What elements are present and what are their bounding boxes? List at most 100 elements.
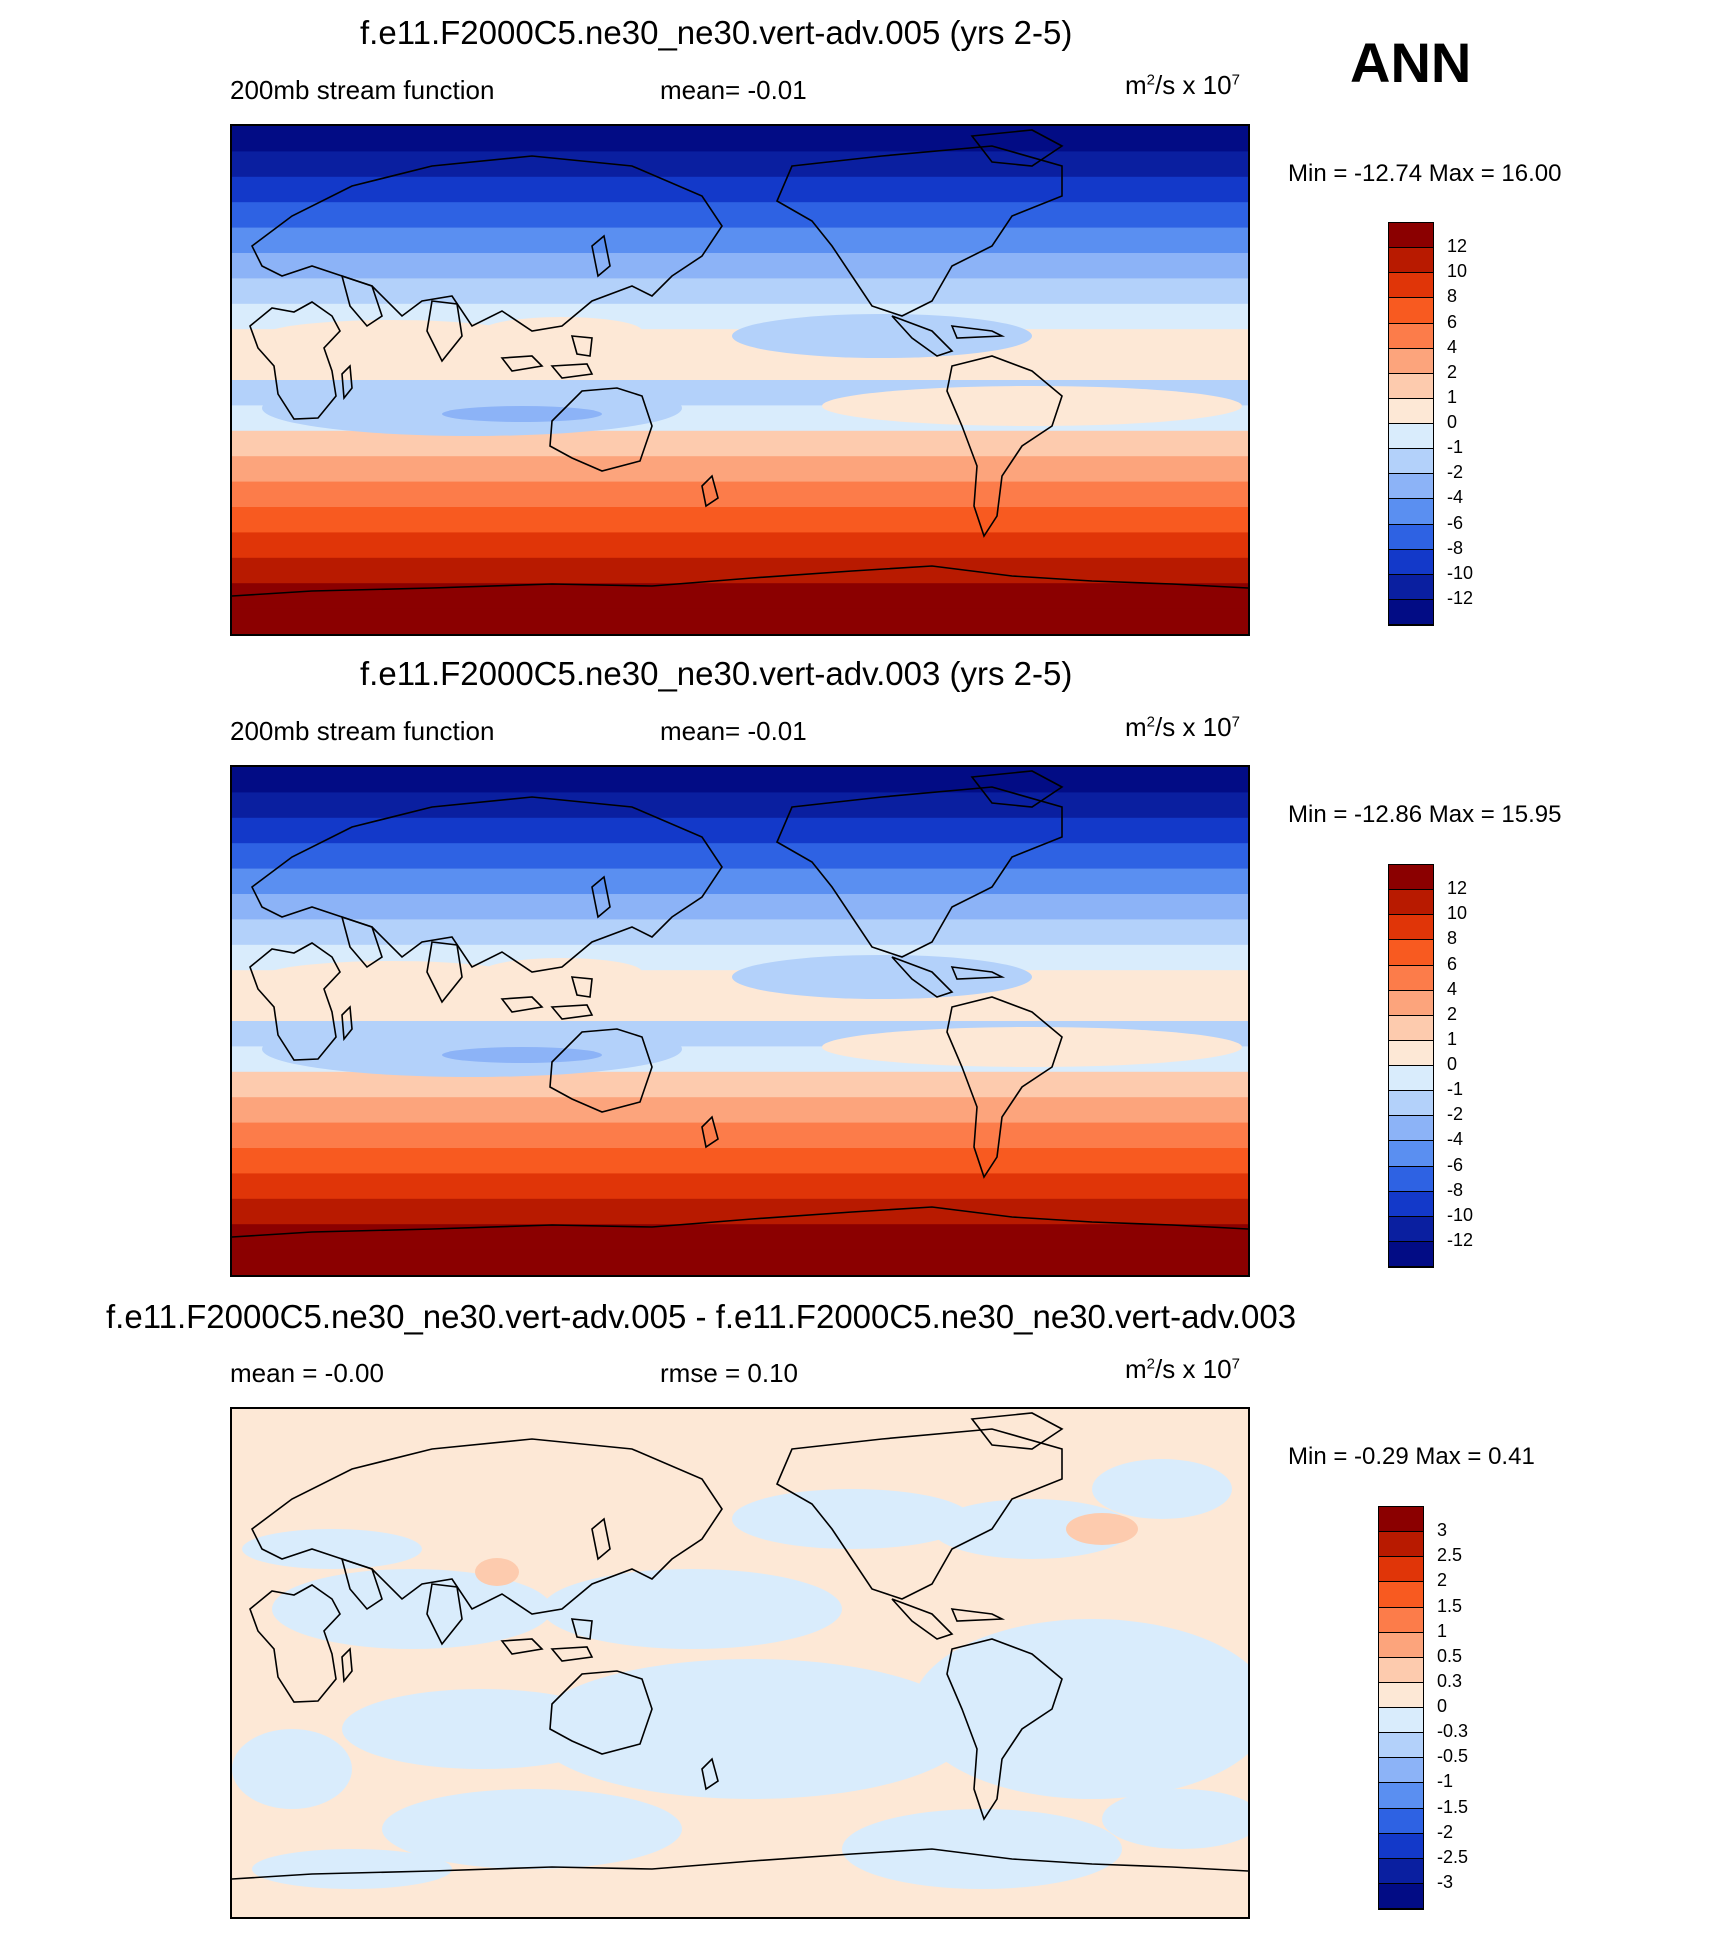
contour-band	[232, 126, 1248, 152]
colorbar-swatch	[1389, 323, 1433, 349]
colorbar-tick-label: 8	[1447, 286, 1458, 307]
coastline	[549, 387, 653, 472]
contour-blob	[252, 1849, 452, 1889]
contour-blob	[232, 1729, 352, 1809]
coastline	[570, 335, 593, 357]
coastlines	[232, 1412, 1248, 1880]
colorbar-tick-label: 1	[1447, 386, 1458, 407]
coastline	[950, 1608, 1006, 1622]
contour-blob	[732, 1489, 972, 1549]
colorbar-tick-label: -3	[1437, 1871, 1454, 1892]
coastline	[591, 234, 611, 278]
colorbar-tick-label: -6	[1447, 1154, 1464, 1175]
colorbar-tick-label: -2	[1437, 1821, 1454, 1842]
contour-band	[232, 1198, 1248, 1225]
colorbar-tick-label: 12	[1447, 878, 1468, 899]
panel-1-map	[230, 124, 1250, 636]
colorbar-tick-label: 3	[1437, 1520, 1448, 1541]
colorbar-swatch	[1379, 1607, 1423, 1633]
panel-3-mean-label: mean = -0.00	[230, 1358, 384, 1388]
coastline	[550, 363, 594, 379]
coastline	[946, 355, 1063, 538]
colorbar-tick-label: -10	[1447, 1204, 1474, 1225]
contour-blob	[1066, 1513, 1138, 1545]
contour-band	[232, 608, 1248, 634]
coastline	[549, 1028, 653, 1113]
panel-2-colorbar: 12 10 8 6 4 2 1 0 -1 -2 -4 -6 -8 -10 -12	[1388, 864, 1473, 1268]
colorbar-swatch	[1389, 1091, 1433, 1117]
contour-blob	[262, 961, 522, 993]
contour-band	[232, 456, 1248, 483]
coastline	[950, 966, 1006, 980]
coastline	[426, 941, 463, 1004]
coastline	[701, 1757, 719, 1791]
colorbar-swatch	[1389, 965, 1433, 991]
season-label: ANN	[1350, 31, 1472, 94]
panel-3-map	[230, 1407, 1250, 1919]
contour-features	[262, 314, 1242, 436]
colorbar-swatch	[1389, 574, 1433, 600]
coastline	[775, 1428, 1063, 1600]
coastlines	[232, 129, 1248, 597]
coastline	[341, 1005, 353, 1042]
contour-band	[232, 1071, 1248, 1098]
colorbar-tick-label: -2	[1447, 462, 1464, 483]
colorbar-tick-label: 6	[1447, 953, 1458, 974]
contour-blob	[532, 1659, 972, 1799]
colorbar-tick-label: 0	[1447, 1054, 1458, 1074]
panel-3-rmse-label: rmse = 0.10	[660, 1358, 799, 1388]
coastline	[500, 355, 544, 372]
colorbar-swatch	[1389, 990, 1433, 1016]
panel-1-units: m2/s x 107	[1125, 70, 1240, 100]
colorbar-swatch	[1389, 1015, 1433, 1041]
coastline	[591, 1517, 611, 1561]
panel-3-contour-plot	[232, 1409, 1248, 1917]
contour-band	[232, 868, 1248, 895]
coastline	[550, 1004, 594, 1020]
colorbar-tick-label: -12	[1447, 1229, 1474, 1250]
colorbar-swatch	[1379, 1632, 1423, 1658]
panel-3-units: m2/s x 107	[1125, 1354, 1240, 1384]
colorbar-tick-label: 4	[1447, 978, 1458, 999]
colorbar-swatch	[1389, 474, 1433, 500]
colorbar-tick-label: -1	[1447, 1079, 1464, 1100]
contour-band	[232, 507, 1248, 533]
contour-band	[232, 557, 1248, 584]
coastline	[701, 1115, 719, 1149]
colorbar-swatch	[1379, 1582, 1423, 1608]
panel-1-minmax: Min = -12.74 Max = 16.00	[1288, 160, 1562, 187]
contour-bands	[232, 767, 1248, 1275]
coastline	[701, 474, 719, 508]
coastline	[340, 1557, 383, 1611]
colorbar-tick-label: -1	[1437, 1771, 1454, 1792]
contour-blob	[822, 386, 1242, 426]
colorbar-swatch	[1389, 248, 1433, 274]
contour-blob	[732, 314, 1032, 358]
contour-blob	[912, 1619, 1248, 1799]
coastline	[970, 1412, 1064, 1450]
colorbar-swatch	[1389, 499, 1433, 525]
coastline	[232, 1848, 1248, 1880]
coastline	[570, 1618, 593, 1640]
contour-band	[232, 1249, 1248, 1275]
panel-1-colorbar: 12 10 8 6 4 2 1 0 -1 -2 -4 -6 -8 -10 -12	[1388, 222, 1473, 626]
colorbar-swatch	[1389, 223, 1433, 249]
colorbar-tick-label: -4	[1447, 1129, 1464, 1150]
coastline	[570, 976, 593, 998]
colorbar-tick-label: 0.5	[1437, 1645, 1463, 1666]
colorbar-tick-label: 4	[1447, 336, 1458, 357]
contour-blob	[262, 320, 522, 352]
contour-bands	[232, 126, 1248, 634]
contour-blob	[842, 1809, 1122, 1889]
contour-blob	[442, 406, 602, 422]
contour-band	[232, 481, 1248, 508]
contour-band	[232, 1224, 1248, 1251]
colorbar-swatch	[1379, 1557, 1423, 1583]
coastline	[232, 565, 1248, 597]
colorbar-swatch	[1389, 298, 1433, 324]
colorbar-swatch	[1389, 1216, 1433, 1242]
panel-2-contour-plot	[232, 767, 1248, 1275]
colorbar-tick-label: 2	[1447, 361, 1458, 382]
contour-blob	[475, 1558, 519, 1586]
coastline	[500, 996, 544, 1013]
